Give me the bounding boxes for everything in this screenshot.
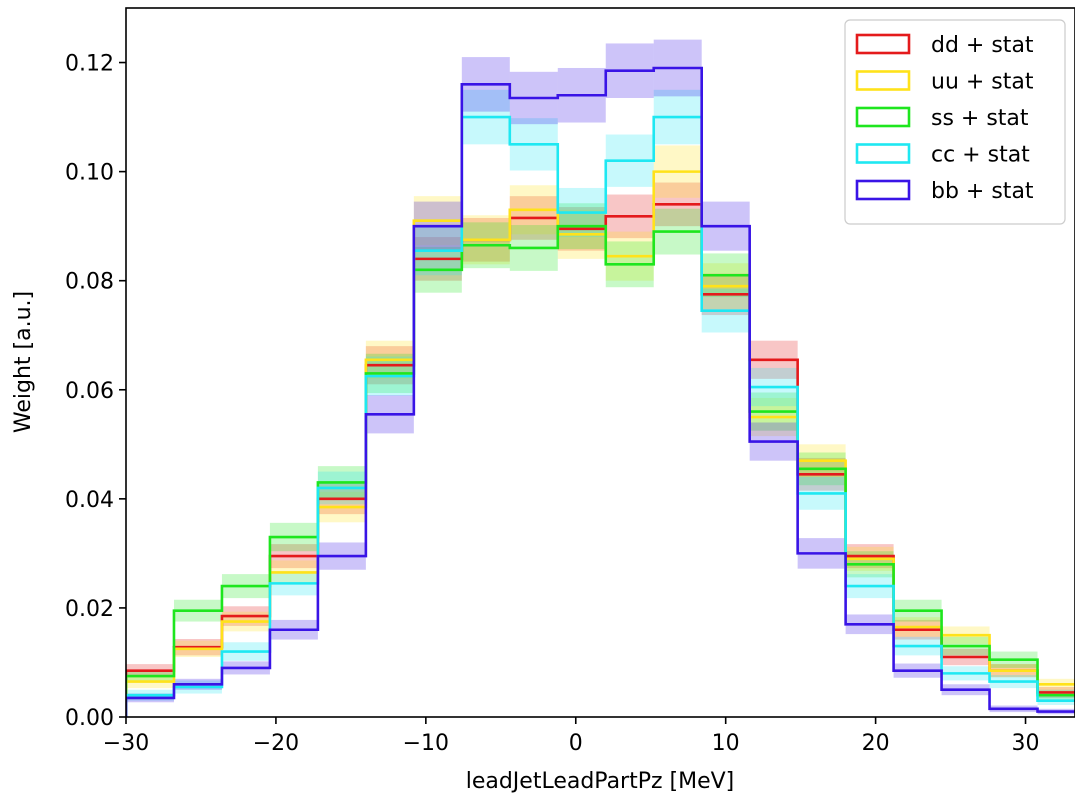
y-tick-label: 0.08 xyxy=(65,270,114,295)
y-tick-label: 0.10 xyxy=(65,161,114,186)
x-tick-label: 20 xyxy=(862,731,890,756)
legend-label-uu: uu + stat xyxy=(931,70,1034,95)
y-tick-label: 0.06 xyxy=(65,379,114,404)
legend-swatch-dd xyxy=(855,33,911,55)
legend-swatch-uu xyxy=(855,70,911,91)
series-line-bb xyxy=(126,66,1075,717)
x-tick-label: −20 xyxy=(253,731,299,756)
legend-label-dd: dd + stat xyxy=(931,33,1034,58)
y-tick-label: 0.04 xyxy=(65,488,114,513)
series-line-ss xyxy=(126,224,1075,717)
series-line-cc xyxy=(126,115,1075,717)
y-tick-label: 0.00 xyxy=(65,706,114,731)
y-tick-label: 0.12 xyxy=(65,52,114,77)
x-tick-label: −10 xyxy=(403,731,449,756)
legend-swatch-cc xyxy=(855,143,911,164)
legend-label-ss: ss + stat xyxy=(931,106,1029,131)
y-tick-label: 0.02 xyxy=(65,597,114,622)
legend-swatch-ss xyxy=(855,106,911,128)
axes: −30 −20 −10 0 10 20 30 0.00 0.02 0.04 0.06 0.08 0.10… xyxy=(65,7,1075,756)
x-tick-label: 10 xyxy=(712,731,740,756)
histogram-lines xyxy=(126,66,1075,717)
x-tick-label: −30 xyxy=(103,731,149,756)
plot-frame xyxy=(125,7,1075,718)
y-axis-label: Weight [a.u.] xyxy=(11,291,36,433)
legend: dd + stat uu + stat ss + stat cc + stat bb +… xyxy=(844,19,1066,225)
legend-label-bb: bb + stat xyxy=(931,179,1034,204)
legend-label-cc: cc + stat xyxy=(931,143,1030,168)
x-tick-label: 30 xyxy=(1012,731,1040,756)
legend-swatch-bb xyxy=(855,179,911,201)
x-axis-label: leadJetLeadPartPz [MeV] xyxy=(466,769,735,794)
x-tick-label: 0 xyxy=(569,731,583,756)
